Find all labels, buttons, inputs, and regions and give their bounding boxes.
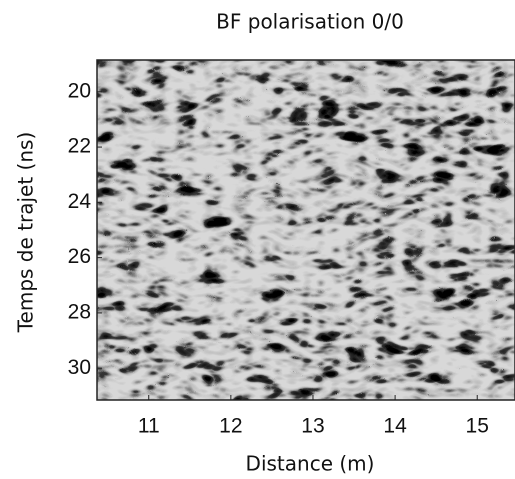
y-tick-label: 22 — [68, 135, 91, 158]
x-tick-label: 12 — [219, 415, 242, 438]
x-tick-label: 14 — [383, 415, 407, 438]
y-axis-label: Temps de trajet (ns) — [14, 132, 38, 334]
radargram — [97, 60, 515, 400]
y-tick-label: 26 — [68, 245, 91, 268]
x-axis-label: Distance (m) — [246, 452, 375, 476]
x-tick-label: 13 — [301, 415, 324, 438]
y-tick-label: 20 — [68, 79, 91, 102]
y-tick-label: 30 — [68, 356, 91, 379]
plot-frame — [96, 59, 515, 401]
y-tick-label: 28 — [68, 300, 91, 323]
x-tick-label: 15 — [466, 415, 489, 438]
chart-title: BF polarisation 0/0 — [216, 10, 404, 34]
y-tick-label: 24 — [68, 190, 92, 213]
x-tick-label: 11 — [138, 415, 160, 438]
